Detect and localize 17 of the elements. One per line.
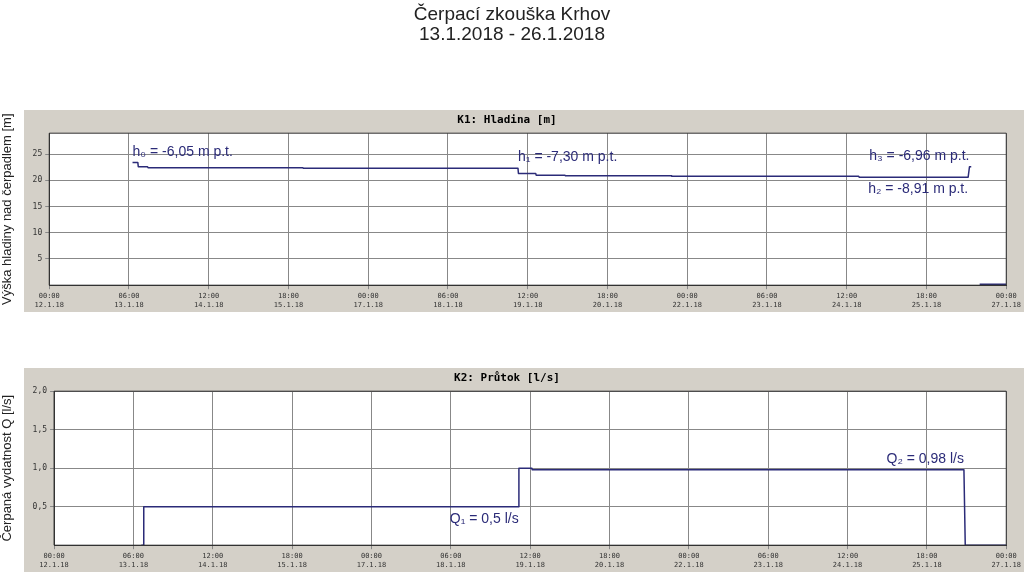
y-tick-label: 20 xyxy=(32,175,43,185)
y-tick-label: 25 xyxy=(32,149,43,159)
y-tick-label: 0,5 xyxy=(32,501,48,511)
y-tick-label: 2,0 xyxy=(32,386,48,396)
y-axis-title: Výška hladiny nad čerpadlem [m] xyxy=(0,113,15,305)
y-tick-label: 15 xyxy=(32,201,43,211)
y-tick-label: 1,0 xyxy=(32,463,48,473)
chart-title: K1: Hladina [m] xyxy=(457,113,557,127)
text: Čerpací zkouška Krhov xyxy=(412,3,612,24)
chart-title: K2: Průtok [l/s] xyxy=(454,371,560,385)
y-tick-label: 5 xyxy=(37,254,43,264)
annotation: h₀ = -6,05 m p.t. xyxy=(132,142,233,159)
annotation: Q₁ = 0,5 l/s xyxy=(449,509,519,526)
y-tick-label: 1,5 xyxy=(32,424,48,434)
y-tick-label: 10 xyxy=(32,227,43,237)
y-axis-title: Čerpaná vydatnost Q [l/s] xyxy=(0,394,15,542)
text: 13.1.2018 - 26.1.2018 xyxy=(419,23,606,44)
